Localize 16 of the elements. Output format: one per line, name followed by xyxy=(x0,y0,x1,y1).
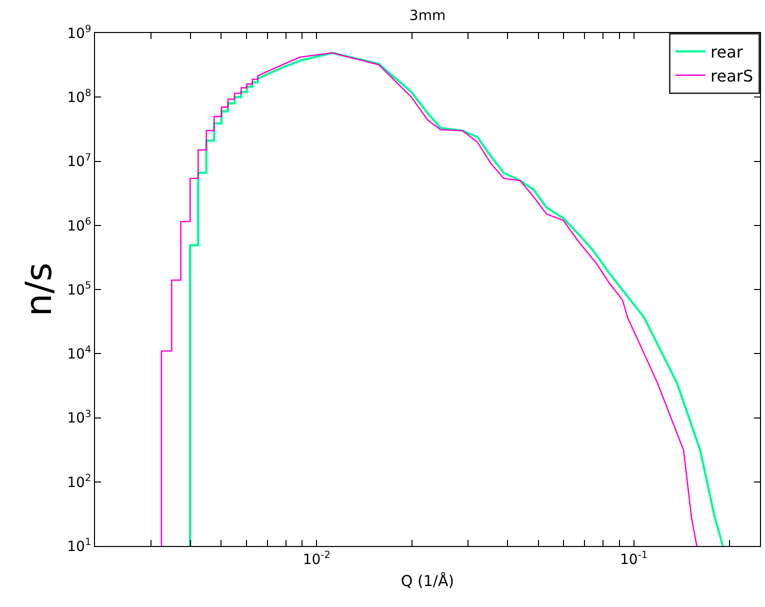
y-axis-title: n/s xyxy=(19,262,60,316)
y-tick-label: 10$^{1}$ xyxy=(67,537,92,555)
y-tick-label: 10$^{8}$ xyxy=(67,88,92,106)
y-tick-label: 10$^{6}$ xyxy=(67,216,92,234)
x-tick-label: 10$^{-2}$ xyxy=(302,550,330,568)
y-tick-label: 10$^{4}$ xyxy=(67,344,92,363)
y-tick-label: 10$^{3}$ xyxy=(67,408,92,427)
legend-label: rearS xyxy=(710,66,754,86)
x-tick-label: 10$^{-1}$ xyxy=(620,550,648,568)
y-tick-label: 10$^{7}$ xyxy=(67,152,92,170)
y-tick-label: 10$^{5}$ xyxy=(67,280,92,298)
legend-label: rear xyxy=(710,42,744,62)
y-tick-label: 10$^{9}$ xyxy=(67,24,92,42)
y-tick-label: 10$^{2}$ xyxy=(67,472,92,491)
chart-title: 3mm xyxy=(409,8,446,24)
x-axis-title: Q (1/Å) xyxy=(400,572,454,590)
